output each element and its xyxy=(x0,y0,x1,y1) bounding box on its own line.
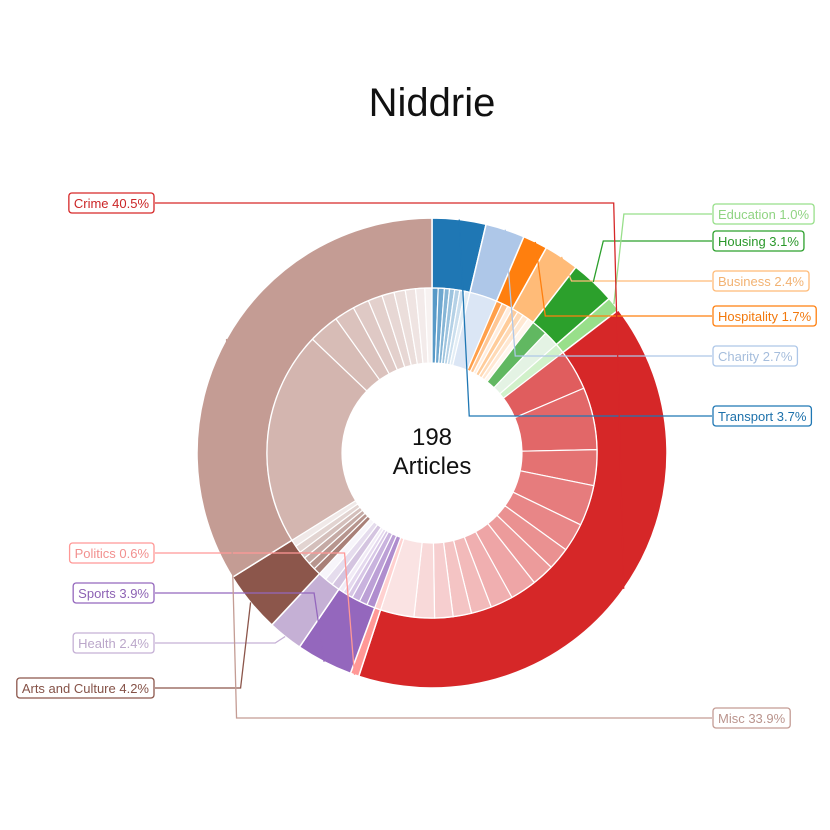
label-housing[interactable]: Housing 3.1% xyxy=(712,230,805,252)
label-transport[interactable]: Transport 3.7% xyxy=(712,405,813,427)
label-education[interactable]: Education 1.0% xyxy=(712,203,815,225)
center-unit: Articles xyxy=(393,453,472,480)
label-hospitality[interactable]: Hospitality 1.7% xyxy=(712,305,817,327)
label-sports[interactable]: Sports 3.9% xyxy=(72,582,155,604)
label-box-housing xyxy=(712,230,805,252)
leader-business xyxy=(560,256,712,282)
leader-misc xyxy=(225,338,712,719)
label-box-misc xyxy=(712,707,791,729)
leader-hospitality xyxy=(534,241,712,317)
label-box-sports xyxy=(72,582,155,604)
label-text-misc: Misc 33.9% xyxy=(718,711,786,726)
label-box-transport xyxy=(712,405,813,427)
label-box-arts-and-culture xyxy=(16,677,155,699)
label-text-education: Education 1.0% xyxy=(718,207,810,222)
label-box-hospitality xyxy=(712,305,817,327)
label-text-arts-and-culture: Arts and Culture 4.2% xyxy=(22,681,150,696)
leader-arts-and-culture xyxy=(155,602,252,689)
label-health[interactable]: Health 2.4% xyxy=(72,632,155,654)
label-text-sports: Sports 3.9% xyxy=(78,586,149,601)
label-box-charity xyxy=(712,345,799,367)
label-arts-and-culture[interactable]: Arts and Culture 4.2% xyxy=(16,677,155,699)
leader-health xyxy=(155,635,286,644)
slice-labels: Transport 3.7% Charity 2.7% Hospitality 1.… xyxy=(16,192,817,729)
leader-transport xyxy=(458,219,712,417)
label-misc[interactable]: Misc 33.9% xyxy=(712,707,791,729)
center-count: 198 xyxy=(412,424,452,451)
label-text-politics: Politics 0.6% xyxy=(75,546,150,561)
label-box-crime xyxy=(68,192,155,214)
leader-crime xyxy=(155,202,625,589)
label-text-business: Business 2.4% xyxy=(718,274,804,289)
label-box-business xyxy=(712,270,810,292)
leader-sports xyxy=(155,592,325,662)
label-text-transport: Transport 3.7% xyxy=(718,409,807,424)
rings xyxy=(196,217,668,689)
leader-housing xyxy=(592,240,712,283)
label-leaders xyxy=(155,202,712,719)
label-box-education xyxy=(712,203,815,225)
label-text-housing: Housing 3.1% xyxy=(718,234,799,249)
label-box-health xyxy=(72,632,155,654)
label-crime[interactable]: Crime 40.5% xyxy=(68,192,155,214)
label-business[interactable]: Business 2.4% xyxy=(712,270,810,292)
label-text-hospitality: Hospitality 1.7% xyxy=(718,309,812,324)
label-text-health: Health 2.4% xyxy=(78,636,149,651)
chart-title: Niddrie xyxy=(369,81,496,125)
center-hole xyxy=(342,363,522,543)
label-box-politics xyxy=(68,542,155,564)
leader-charity xyxy=(504,229,712,357)
label-text-crime: Crime 40.5% xyxy=(74,196,150,211)
label-text-charity: Charity 2.7% xyxy=(718,349,793,364)
label-politics[interactable]: Politics 0.6% xyxy=(68,542,155,564)
label-charity[interactable]: Charity 2.7% xyxy=(712,345,799,367)
leader-politics xyxy=(155,552,356,675)
leader-education xyxy=(613,213,712,305)
